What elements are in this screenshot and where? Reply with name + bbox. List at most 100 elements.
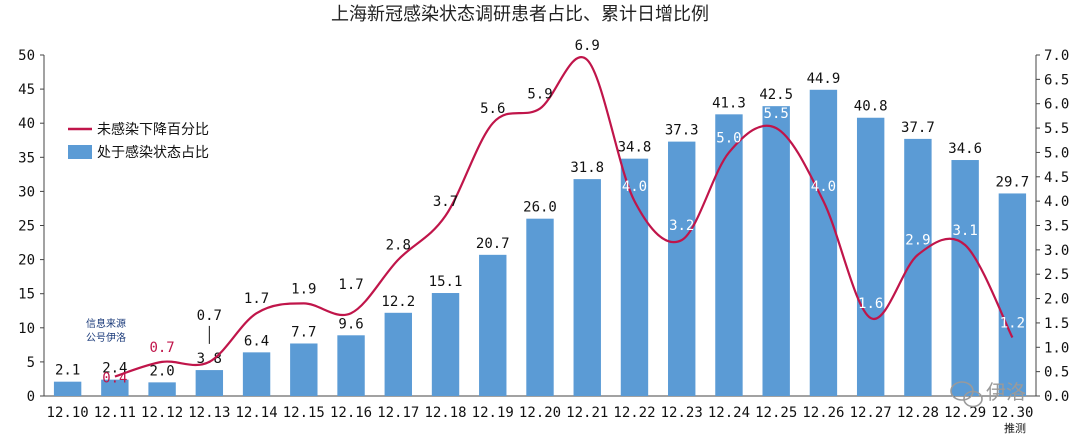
bar-value-label: 37.3: [665, 123, 699, 139]
bar: [479, 254, 507, 396]
bar: [526, 218, 554, 396]
x-tick-label: 12.13: [188, 405, 230, 421]
legend: 未感染下降百分比 处于感染状态占比: [68, 121, 209, 161]
x-tick-label: 12.14: [235, 405, 277, 421]
line-value-label: 1.7: [338, 277, 363, 293]
line-value-label: 2.9: [905, 233, 930, 249]
bar: [762, 106, 790, 397]
bar: [951, 160, 979, 396]
line-value-label: 4.0: [811, 179, 836, 195]
right-tick-label: 4.0: [1044, 194, 1069, 210]
bar-value-label: 6.4: [244, 333, 269, 349]
bar-value-label: 42.5: [759, 87, 793, 103]
line-value-label: 3.1: [952, 223, 977, 239]
left-tick-label: 5: [27, 355, 35, 371]
left-tick-label: 15: [18, 287, 35, 303]
line-series: 0.4 0.7 0.7 1.7 1.9 1.7 2.8 3.7 5.6 5.9 6.9 4.0 3.2 5…: [102, 38, 1025, 387]
bar-value-label: 2.0: [149, 363, 174, 379]
line-value-label: 5.9: [527, 87, 552, 103]
bar-value-label: 37.7: [901, 120, 935, 136]
bar-value-label: 34.8: [618, 140, 652, 156]
x-tick-label: 12.20: [519, 405, 561, 421]
bar-value-label: 12.2: [381, 294, 415, 310]
line-value-label: 5.6: [480, 101, 505, 117]
legend-bar-swatch: [68, 145, 92, 159]
chart-title: 上海新冠感染状态调研患者占比、累计日增比例: [331, 4, 709, 25]
x-tick-label: 12.21: [566, 405, 608, 421]
x-tick-label: 12.19: [472, 405, 514, 421]
line-value-label: 0.7: [197, 308, 222, 324]
bar: [384, 312, 412, 396]
line-value-label: 2.8: [386, 238, 411, 254]
left-tick-label: 40: [18, 116, 35, 132]
x-tick-label: 12.25: [755, 405, 797, 421]
x-tick-label: 12.10: [47, 405, 89, 421]
watermark-text: 伊洛: [986, 380, 1026, 404]
line-value-label: 5.0: [716, 130, 741, 146]
left-tick-label: 20: [18, 253, 35, 269]
right-tick-label: 6.5: [1044, 72, 1069, 88]
bar: [337, 335, 365, 396]
bar: [148, 382, 176, 396]
bar: [53, 381, 82, 396]
bar-value-label: 9.6: [338, 316, 363, 332]
line-value-label: 3.7: [433, 194, 458, 210]
right-tick-label: 4.5: [1044, 170, 1069, 186]
bar-value-label: 31.8: [570, 160, 604, 176]
bar: [998, 193, 1027, 396]
right-tick-label: 2.5: [1044, 267, 1069, 283]
bar: [431, 293, 460, 396]
line-value-label: 6.9: [575, 38, 600, 54]
x-tick-label: 12.18: [424, 405, 466, 421]
line-value-label: 0.4: [102, 371, 127, 387]
x-tick-label: 12.24: [708, 405, 750, 421]
x-tick-label: 12.30: [991, 405, 1033, 421]
left-tick-label: 0: [27, 389, 35, 405]
left-tick-label: 45: [18, 82, 35, 98]
x-tick-label: 12.23: [661, 405, 703, 421]
source-annotation: 信息来源 公号伊洛: [86, 317, 126, 344]
line-path: [114, 56, 1014, 378]
line-value-label: 1.6: [858, 296, 883, 312]
source-line-1: 信息来源: [86, 317, 126, 330]
line-value-label: 3.2: [669, 218, 694, 234]
bar-value-label: 41.3: [712, 95, 746, 111]
line-value-label: 1.2: [1000, 316, 1025, 332]
bar: [809, 89, 838, 397]
forecast-note: 推测: [1004, 421, 1026, 435]
bar: [290, 343, 318, 396]
bar-value-label: 44.9: [807, 71, 841, 87]
right-tick-label: 3.0: [1044, 243, 1069, 259]
right-tick-label: 1.5: [1044, 316, 1069, 332]
line-value-label: 5.5: [764, 106, 789, 122]
watermark: 伊洛: [950, 380, 1026, 408]
x-tick-label: 12.17: [377, 405, 419, 421]
line-value-label: 0.7: [149, 340, 174, 356]
bar: [242, 352, 271, 396]
x-tick-label: 12.28: [897, 405, 939, 421]
x-tick-label: 12.11: [94, 405, 136, 421]
right-tick-label: 0.5: [1044, 365, 1069, 381]
bar: [620, 158, 649, 396]
source-line-2: 公号伊洛: [86, 331, 126, 344]
line-value-label: 1.7: [244, 291, 269, 307]
bar-value-label: 29.7: [996, 174, 1030, 190]
left-tick-label: 50: [18, 48, 35, 64]
right-tick-label: 2.0: [1044, 292, 1069, 308]
left-tick-label: 25: [18, 219, 35, 235]
legend-line-label: 未感染下降百分比: [97, 121, 209, 138]
x-tick-label: 12.29: [944, 405, 986, 421]
legend-bar-label: 处于感染状态占比: [97, 144, 209, 161]
bar-value-label: 2.4: [102, 361, 127, 377]
left-tick-label: 35: [18, 150, 35, 166]
right-tick-label: 6.0: [1044, 97, 1069, 113]
x-tick-label: 12.27: [850, 405, 892, 421]
bar-value-label: 2.1: [55, 363, 80, 379]
right-tick-label: 5.5: [1044, 121, 1069, 137]
line-value-label: 4.0: [622, 179, 647, 195]
right-tick-label: 1.0: [1044, 340, 1069, 356]
left-y-axis: 0 5 10 15 20 25 30 35 40 45 50: [18, 48, 45, 405]
left-tick-label: 30: [18, 184, 35, 200]
x-tick-label: 12.26: [802, 405, 844, 421]
